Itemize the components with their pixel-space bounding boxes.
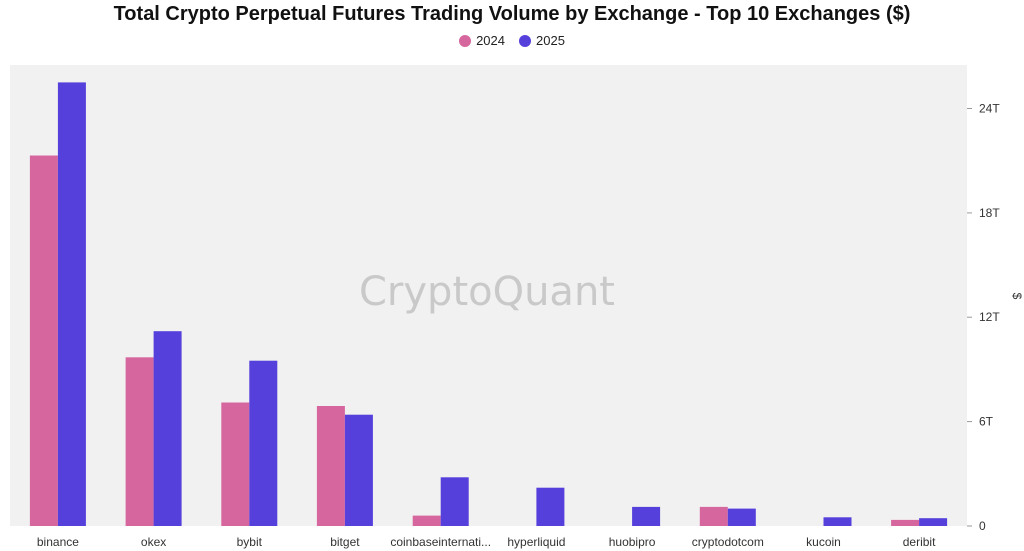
y-axis-title: $ <box>1010 293 1024 300</box>
x-tick-label: okex <box>141 535 166 549</box>
y-tick-label: 0 <box>979 519 986 533</box>
bar-2024-bybit[interactable] <box>221 402 250 527</box>
x-tick-label: coinbaseinternati... <box>390 535 491 549</box>
bar-2025-coinbaseinternati[interactable] <box>440 477 469 526</box>
bars-group <box>29 82 948 527</box>
y-tick-label: 24T <box>979 102 1000 116</box>
watermark-logo: CryptoQuant <box>359 269 615 315</box>
x-tick-label: binance <box>37 535 79 549</box>
bar-2025-kucoin[interactable] <box>823 517 852 526</box>
legend-label-2024: 2024 <box>476 33 505 48</box>
bar-2024-binance[interactable] <box>29 155 58 527</box>
x-tick-label: cryptodotcom <box>692 535 764 549</box>
x-tick-label: bybit <box>237 535 263 549</box>
bar-2024-cryptodotcom[interactable] <box>699 506 728 526</box>
x-tick-label: deribit <box>903 535 936 549</box>
y-tick-label: 6T <box>979 415 994 429</box>
bar-2025-okex[interactable] <box>153 331 182 526</box>
bar-2024-okex[interactable] <box>125 357 154 526</box>
legend-item-2024[interactable]: 2024 <box>459 33 505 48</box>
x-tick-label: hyperliquid <box>507 535 565 549</box>
bar-2025-huobipro[interactable] <box>632 506 661 526</box>
y-tick-label: 12T <box>979 310 1000 324</box>
x-tick-label: bitget <box>330 535 360 549</box>
bar-2025-hyperliquid[interactable] <box>536 487 565 526</box>
x-tick-label: kucoin <box>806 535 841 549</box>
bar-2025-cryptodotcom[interactable] <box>727 508 756 526</box>
legend-label-2025: 2025 <box>536 33 565 48</box>
bar-2025-bybit[interactable] <box>249 360 278 526</box>
x-tick-label: huobipro <box>609 535 656 549</box>
chart-title: Total Crypto Perpetual Futures Trading V… <box>113 3 911 25</box>
legend-swatch-2025 <box>519 34 531 47</box>
y-axis: 0 6T 12T 18T 24T <box>967 102 1000 533</box>
legend-swatch-2024 <box>459 34 472 47</box>
bar-2025-bitget[interactable] <box>344 414 373 526</box>
bar-2024-coinbaseinternati[interactable] <box>412 515 441 526</box>
x-axis-labels: binance okex bybit bitget coinbaseinternati.… <box>37 535 936 549</box>
bar-2025-binance[interactable] <box>57 82 86 527</box>
bar-2025-deribit[interactable] <box>919 518 948 526</box>
legend: 2024 2025 <box>0 33 1024 48</box>
bar-2024-bitget[interactable] <box>316 406 345 526</box>
y-tick-label: 18T <box>979 206 1000 220</box>
legend-item-2025[interactable]: 2025 <box>519 33 565 48</box>
bar-2024-deribit[interactable] <box>891 519 920 526</box>
